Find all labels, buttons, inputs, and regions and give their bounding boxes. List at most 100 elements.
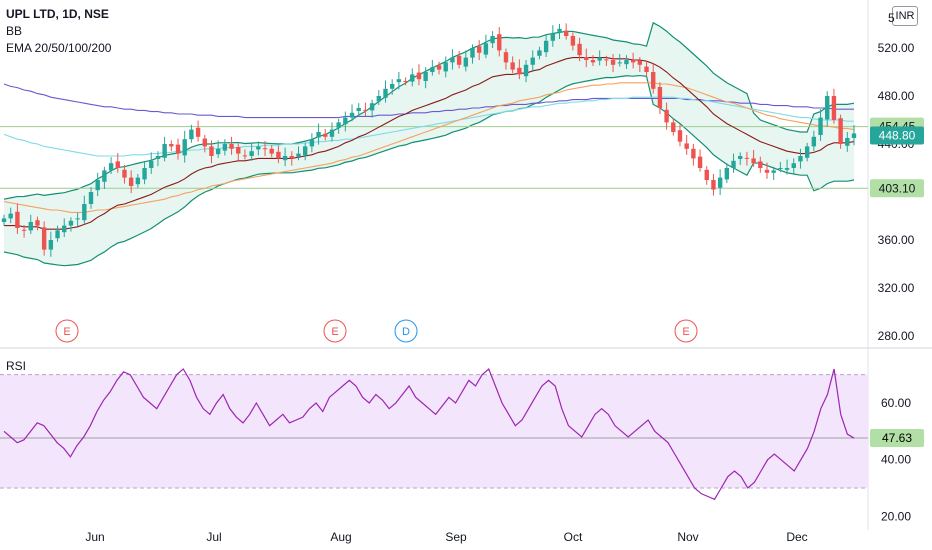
candle-body: [497, 34, 502, 51]
price-tick-label: 320.00: [878, 281, 915, 295]
candle-body: [490, 36, 495, 44]
indicator-ema[interactable]: EMA 20/50/100/200: [6, 41, 112, 55]
candle-body: [771, 170, 776, 173]
price-badge-lower-bg: [870, 179, 924, 198]
candle-body: [510, 62, 515, 70]
candle-body: [323, 133, 328, 137]
candle-body: [135, 177, 141, 185]
candle-body: [236, 147, 241, 154]
candle-body: [470, 48, 475, 58]
candle-body: [711, 180, 716, 190]
candle-body: [1, 218, 7, 222]
candle-body: [149, 160, 154, 168]
candle-body: [630, 60, 636, 63]
candle-body: [791, 163, 796, 168]
candle-body: [115, 161, 120, 168]
candle-body: [389, 84, 395, 89]
candle-body: [731, 160, 736, 168]
candle-body: [202, 138, 207, 147]
candle-body: [564, 30, 569, 36]
candle-body: [222, 144, 228, 151]
candle-body: [543, 40, 549, 53]
price-tick-label: 280.00: [878, 329, 915, 343]
candle-body: [570, 36, 576, 46]
ema-20-line: [4, 57, 855, 230]
candle-body: [517, 67, 522, 75]
candle-body: [383, 88, 388, 98]
candle-body: [175, 144, 181, 154]
candle-body: [717, 177, 723, 188]
candle-body: [102, 170, 107, 182]
currency-button[interactable]: INR: [892, 6, 918, 26]
candle-body: [269, 148, 274, 154]
candle-body: [758, 161, 763, 168]
price-tick-label: 360.00: [878, 233, 915, 247]
candle-body: [8, 213, 13, 219]
candle-body: [617, 62, 622, 64]
candle-body: [189, 129, 194, 140]
candle-body: [403, 81, 408, 82]
candle-body: [644, 66, 649, 72]
x-axis-label: Aug: [330, 530, 351, 544]
candle-body: [122, 169, 127, 178]
candle-body: [818, 117, 823, 135]
event-label: E: [63, 326, 70, 338]
candle-body: [684, 143, 689, 149]
price-tick-label: 480.00: [878, 89, 915, 103]
candle-body: [302, 146, 308, 156]
candle-body: [637, 60, 643, 65]
candle-body: [416, 72, 422, 80]
candle-body: [376, 96, 382, 102]
candle-body: [557, 28, 562, 32]
candle-body: [336, 122, 341, 128]
candle-body: [182, 139, 187, 156]
candle-body: [664, 109, 669, 123]
candle-body: [242, 155, 248, 157]
x-axis-label: Jul: [206, 530, 221, 544]
rsi-title: RSI: [6, 359, 26, 373]
candle-body: [75, 218, 80, 220]
candle-body: [296, 153, 301, 157]
candle-body: [798, 156, 803, 162]
event-marker-d: [394, 319, 418, 343]
candle-body: [483, 43, 489, 55]
candle-body: [155, 156, 161, 159]
candle-body: [396, 79, 402, 83]
candle-body: [21, 229, 27, 231]
candle-body: [35, 220, 40, 226]
candle-body: [751, 158, 756, 164]
x-axis-label: Dec: [786, 530, 807, 544]
candle-body: [28, 222, 33, 231]
indicator-bb[interactable]: BB: [6, 24, 23, 38]
x-axis-label: Oct: [564, 530, 583, 544]
candle-body: [349, 112, 355, 118]
candle-body: [691, 148, 696, 159]
bollinger-lower: [3, 74, 855, 267]
candle-body: [108, 163, 114, 171]
candle-body: [316, 132, 321, 138]
rsi-line: [3, 367, 855, 501]
candle-body: [369, 103, 375, 111]
candle-body: [597, 57, 602, 61]
candle-body: [443, 62, 448, 72]
candle-body: [356, 108, 361, 111]
bollinger-upper: [3, 21, 855, 200]
candle-body: [463, 57, 469, 67]
event-label: D: [402, 326, 410, 338]
candle-body: [831, 96, 837, 120]
candle-body: [209, 146, 214, 156]
candle-body: [764, 169, 770, 173]
rsi-tick-label: 60.00: [881, 396, 911, 410]
x-axis-label: Sep: [445, 530, 467, 544]
candle-body: [804, 146, 810, 158]
rsi-badge-bg: [870, 429, 924, 448]
price-badge-last-bg: [870, 126, 924, 145]
candle-body: [41, 227, 47, 250]
candle-body: [624, 60, 629, 65]
candle-body: [436, 65, 442, 70]
candle-body: [550, 33, 556, 41]
symbol-title[interactable]: UPL LTD, 1D, NSE: [6, 7, 109, 21]
candle-body: [68, 220, 74, 226]
candle-body: [262, 148, 268, 150]
